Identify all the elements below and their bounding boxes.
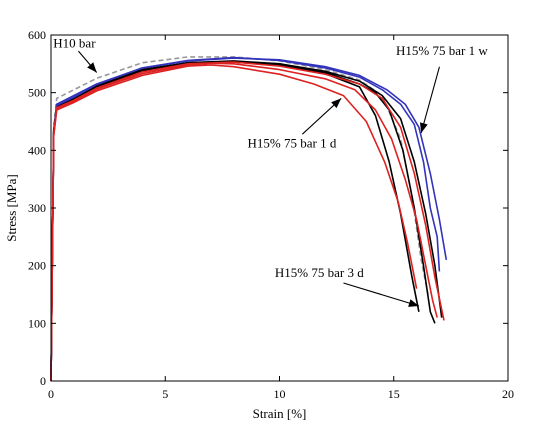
x-tick-label: 5 [162, 387, 168, 401]
x-tick-label: 15 [388, 387, 400, 401]
y-axis-label: Stress [MPa] [4, 174, 19, 242]
x-tick-label: 10 [274, 387, 286, 401]
series-line-6 [50, 56, 441, 382]
x-tick-label: 0 [48, 387, 54, 401]
y-tick-label: 100 [28, 316, 46, 330]
annotation-arrow-2 [420, 66, 440, 134]
annotation-label-1: H10 bar [53, 36, 96, 51]
annotation-arrowhead-4 [408, 299, 419, 307]
y-tick-label: 200 [28, 259, 46, 273]
plot-frame [50, 34, 509, 382]
series-line-9 [50, 61, 445, 382]
series-line-7 [50, 64, 418, 382]
series-line-3 [50, 61, 436, 382]
annotation-arrow-4 [343, 282, 420, 307]
y-tick-label: 500 [28, 86, 46, 100]
series-line-4 [50, 61, 443, 382]
series-line-2 [50, 60, 420, 382]
y-tick-label: 400 [28, 143, 46, 157]
series-line-8 [50, 62, 438, 382]
y-tick-label: 600 [28, 28, 46, 42]
y-tick-label: 0 [40, 374, 46, 388]
annotation-label-4: H15% 75 bar 3 d [275, 265, 364, 280]
x-axis-label: Strain [%] [253, 406, 307, 421]
x-tick-label: 20 [502, 387, 514, 401]
annotation-label-2: H15% 75 bar 1 w [396, 43, 488, 58]
y-tick-label: 300 [28, 201, 46, 215]
annotation-arrowhead-2 [419, 122, 428, 134]
annotation-label-3: H15% 75 bar 1 d [248, 135, 337, 150]
annotation-layer: H10 bar H15% 75 bar 1 w H15% 75 bar 1 d H15… [53, 36, 488, 307]
annotation-arrowhead-1 [87, 62, 97, 73]
series-layer [50, 56, 448, 382]
annotation-arrowhead-3 [331, 98, 342, 109]
